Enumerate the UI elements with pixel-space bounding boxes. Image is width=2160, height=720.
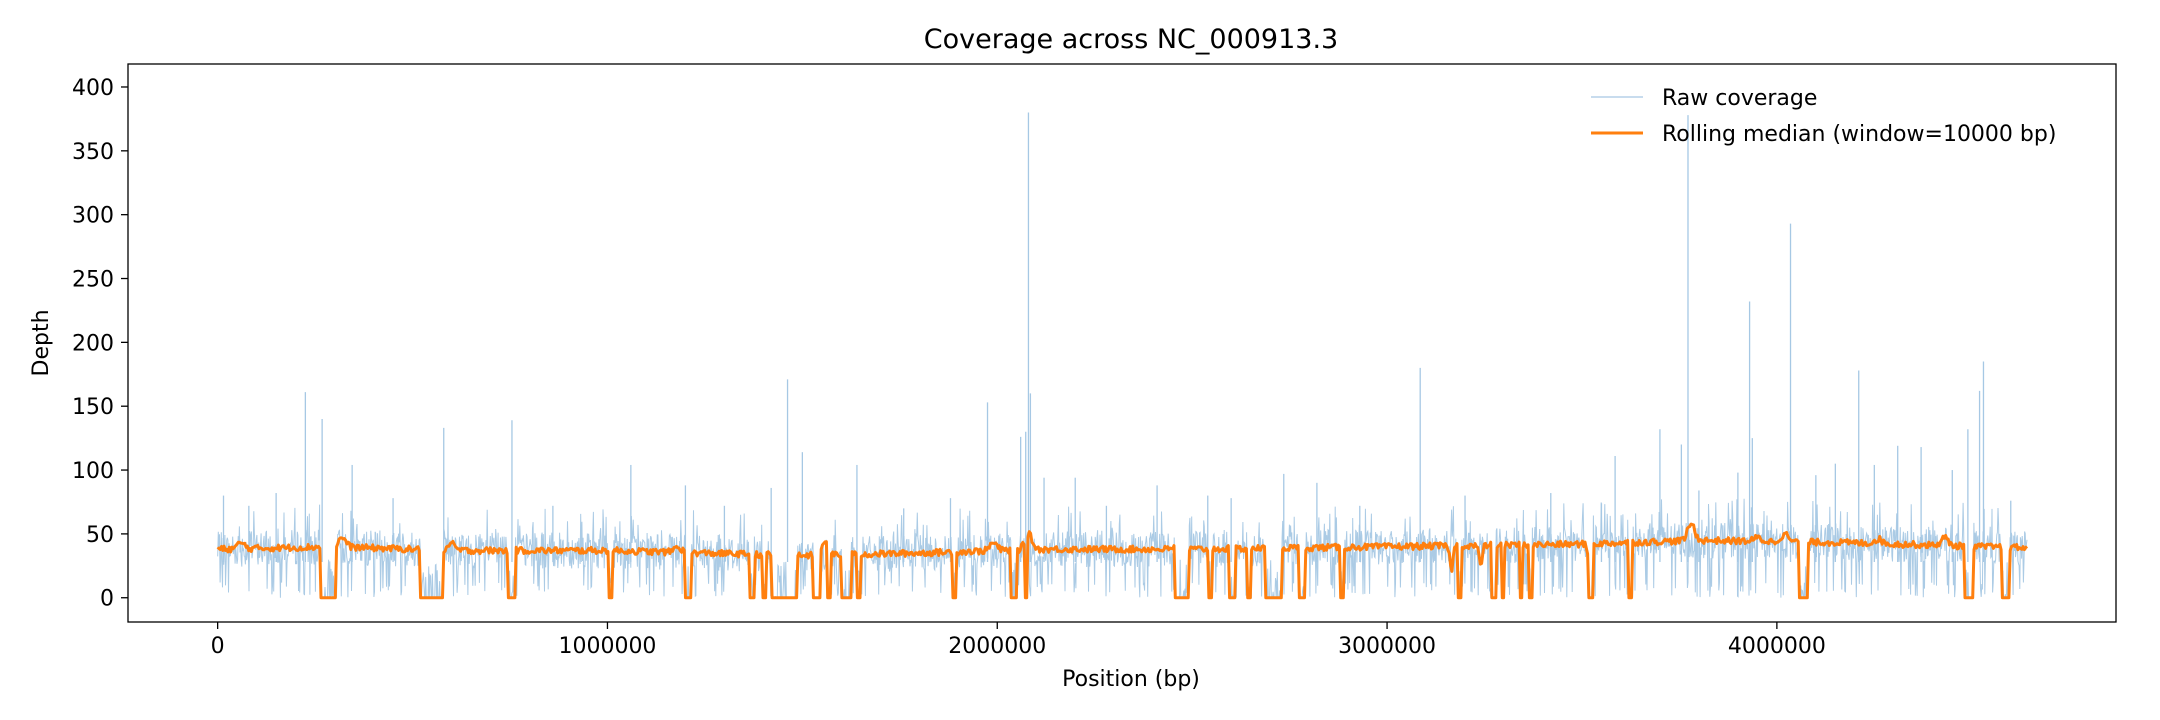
y-tick-label: 350 xyxy=(72,140,114,165)
x-tick-label: 3000000 xyxy=(1338,634,1436,659)
axes: 0 1000000 2000000 3000000 4000000 0 50 100 150 20… xyxy=(72,63,2117,659)
x-tick-label: 0 xyxy=(211,634,225,659)
y-tick-label: 400 xyxy=(72,76,114,101)
y-tick-label: 250 xyxy=(72,268,114,293)
chart-title: Coverage across NC_000913.3 xyxy=(924,24,1338,55)
x-tick-label: 2000000 xyxy=(948,634,1046,659)
y-tick-label: 100 xyxy=(72,459,114,484)
plot-area xyxy=(216,112,2029,600)
x-tick-label: 4000000 xyxy=(1728,634,1826,659)
rolling-median-line xyxy=(216,522,2029,600)
y-tick-label: 0 xyxy=(100,587,114,612)
y-tick-label: 150 xyxy=(72,395,114,420)
legend-label-median: Rolling median (window=10000 bp) xyxy=(1662,122,2056,147)
x-tick-label: 1000000 xyxy=(558,634,656,659)
y-tick-label: 50 xyxy=(86,523,114,548)
legend-label-raw: Raw coverage xyxy=(1662,86,1817,111)
y-tick-label: 300 xyxy=(72,204,114,229)
legend: Raw coverage Rolling median (window=10000… xyxy=(1591,86,2056,147)
y-tick-label: 200 xyxy=(72,331,114,356)
raw-coverage-line xyxy=(217,498,2028,600)
y-axis-label: Depth xyxy=(29,309,54,376)
x-axis-label: Position (bp) xyxy=(1062,667,1200,692)
